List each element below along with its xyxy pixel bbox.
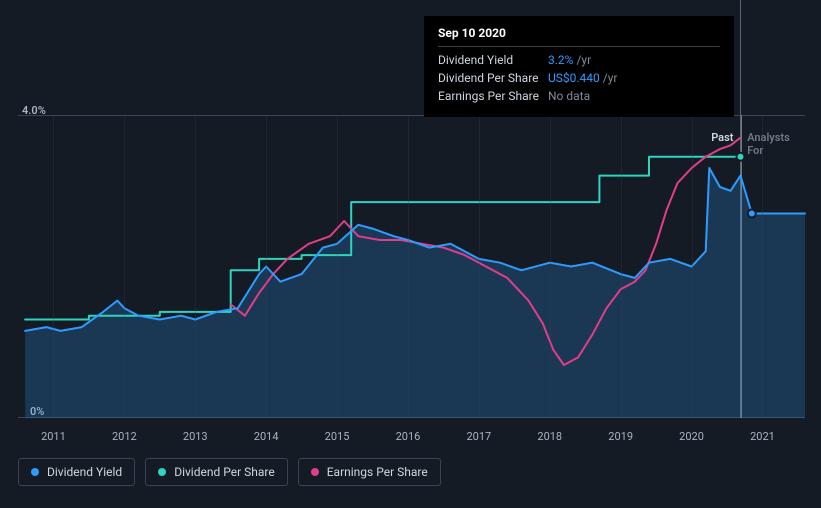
gridline [762,115,763,418]
legend-swatch-icon [158,468,166,476]
legend-earnings-per-share[interactable]: Earnings Per Share [298,458,441,486]
legend-dividend-yield[interactable]: Dividend Yield [18,458,135,486]
gridline [337,115,338,418]
tooltip-key: Dividend Per Share [438,71,548,85]
tooltip-nodata: No data [548,89,590,103]
x-axis-label: 2013 [183,430,208,443]
x-axis-label: 2018 [537,430,562,443]
x-axis-label: 2017 [466,430,491,443]
x-axis-label: 2015 [325,430,350,443]
gridline [550,115,551,418]
series-svg [18,115,805,418]
x-axis-label: 2011 [41,430,66,443]
legend-label: Dividend Yield [47,465,122,479]
series-fill-dividend-yield [25,168,805,418]
tooltip-row: Dividend Per ShareUS$0.440/yr [438,69,720,87]
gridline [124,115,125,418]
tooltip-date: Sep 10 2020 [438,26,720,47]
tooltip-value: US$0.440 [548,71,600,85]
gridline [692,115,693,418]
x-axis-label: 2021 [750,430,775,443]
series-endpoint-dot [748,210,756,218]
x-axis-label: 2014 [254,430,279,443]
legend-label: Earnings Per Share [327,465,428,479]
gridline [53,115,54,418]
x-axis-label: 2012 [112,430,137,443]
tooltip: Sep 10 2020 Dividend Yield3.2%/yrDividen… [424,16,734,117]
x-axis-label: 2020 [679,430,704,443]
legend-bar: Dividend Yield Dividend Per Share Earnin… [18,458,441,486]
tooltip-unit: /yr [576,53,591,67]
legend-label: Dividend Per Share [174,465,275,479]
legend-dividend-per-share[interactable]: Dividend Per Share [145,458,288,486]
tooltip-row: Earnings Per ShareNo data [438,87,720,105]
gridline [621,115,622,418]
tooltip-row: Dividend Yield3.2%/yr [438,51,720,69]
tooltip-key: Dividend Yield [438,53,548,67]
x-axis-label: 2019 [608,430,633,443]
gridline [479,115,480,418]
gridline [408,115,409,418]
tooltip-value: 3.2% [548,53,573,67]
legend-swatch-icon [31,468,39,476]
gridline [195,115,196,418]
legend-swatch-icon [311,468,319,476]
tooltip-unit: /yr [603,71,618,85]
tooltip-key: Earnings Per Share [438,89,548,103]
gridline [266,115,267,418]
series-endpoint-dot [737,153,745,161]
x-axis-label: 2016 [396,430,421,443]
